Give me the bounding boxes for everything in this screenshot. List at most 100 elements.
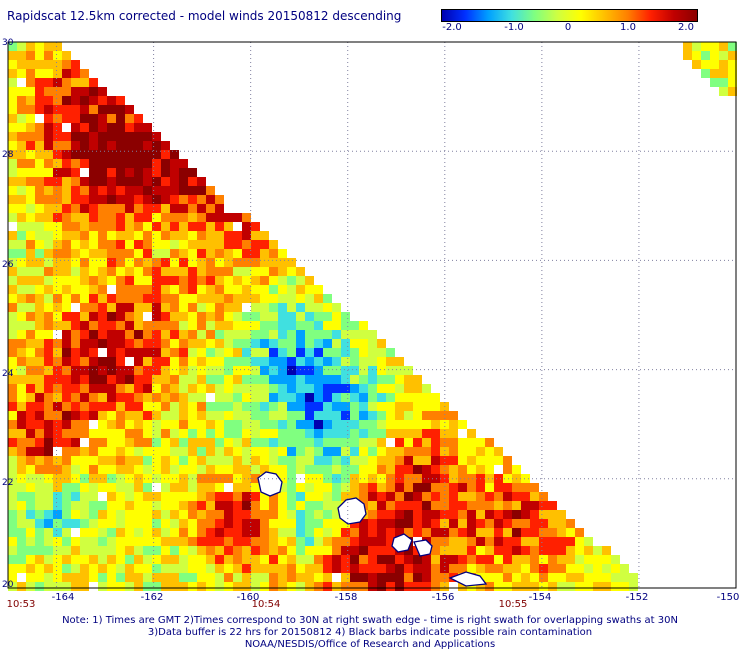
wind-difference-cell — [80, 465, 89, 474]
wind-difference-cell — [17, 132, 26, 141]
wind-difference-cell — [125, 105, 134, 114]
wind-difference-cell — [161, 321, 170, 330]
wind-difference-cell — [152, 195, 161, 204]
wind-difference-cell — [89, 339, 98, 348]
wind-difference-cell — [251, 357, 260, 366]
wind-difference-cell — [215, 303, 224, 312]
wind-difference-cell — [98, 483, 107, 492]
wind-difference-cell — [44, 177, 53, 186]
wind-difference-cell — [323, 573, 332, 582]
wind-difference-cell — [521, 573, 530, 582]
wind-difference-cell — [44, 195, 53, 204]
wind-difference-cell — [467, 546, 476, 555]
wind-difference-cell — [197, 456, 206, 465]
wind-difference-cell — [323, 528, 332, 537]
wind-difference-cell — [188, 384, 197, 393]
wind-difference-cell — [107, 141, 116, 150]
wind-difference-cell — [179, 267, 188, 276]
wind-difference-cell — [107, 258, 116, 267]
wind-difference-cell — [134, 267, 143, 276]
wind-difference-cell — [251, 438, 260, 447]
wind-difference-cell — [341, 375, 350, 384]
wind-difference-cell — [125, 447, 134, 456]
wind-difference-cell — [17, 168, 26, 177]
wind-difference-cell — [8, 393, 17, 402]
wind-difference-cell — [278, 357, 287, 366]
wind-difference-cell — [269, 420, 278, 429]
wind-difference-cell — [323, 312, 332, 321]
wind-difference-cell — [368, 564, 377, 573]
wind-difference-cell — [467, 438, 476, 447]
wind-difference-cell — [71, 582, 80, 591]
wind-difference-cell — [386, 420, 395, 429]
wind-difference-cell — [107, 366, 116, 375]
wind-difference-cell — [35, 177, 44, 186]
wind-difference-cell — [395, 411, 404, 420]
wind-difference-cell — [62, 537, 71, 546]
wind-difference-cell — [458, 537, 467, 546]
wind-difference-cell — [80, 78, 89, 87]
wind-difference-cell — [62, 321, 71, 330]
wind-difference-cell — [332, 501, 341, 510]
wind-difference-cell — [215, 384, 224, 393]
wind-difference-cell — [98, 429, 107, 438]
wind-difference-cell — [332, 537, 341, 546]
wind-difference-cell — [296, 546, 305, 555]
wind-difference-cell — [98, 474, 107, 483]
wind-difference-cell — [260, 240, 269, 249]
wind-difference-cell — [8, 537, 17, 546]
wind-difference-cell — [17, 366, 26, 375]
wind-difference-cell — [521, 537, 530, 546]
wind-difference-cell — [503, 465, 512, 474]
wind-difference-cell — [80, 537, 89, 546]
wind-difference-cell — [53, 402, 62, 411]
wind-difference-cell — [224, 411, 233, 420]
wind-difference-cell — [242, 528, 251, 537]
wind-difference-cell — [152, 546, 161, 555]
wind-difference-cell — [251, 249, 260, 258]
wind-difference-cell — [242, 573, 251, 582]
wind-difference-cell — [125, 420, 134, 429]
wind-difference-cell — [359, 456, 368, 465]
wind-difference-cell — [260, 357, 269, 366]
wind-difference-cell — [251, 339, 260, 348]
wind-difference-cell — [575, 582, 584, 591]
wind-difference-cell — [80, 240, 89, 249]
wind-difference-cell — [458, 564, 467, 573]
wind-difference-cell — [269, 249, 278, 258]
wind-difference-cell — [278, 465, 287, 474]
wind-difference-cell — [224, 537, 233, 546]
wind-difference-cell — [89, 348, 98, 357]
wind-difference-cell — [35, 51, 44, 60]
wind-difference-cell — [107, 528, 116, 537]
wind-difference-cell — [458, 447, 467, 456]
wind-difference-cell — [152, 339, 161, 348]
wind-difference-cell — [179, 537, 188, 546]
wind-difference-cell — [431, 483, 440, 492]
wind-difference-cell — [449, 465, 458, 474]
wind-difference-cell — [395, 573, 404, 582]
wind-difference-cell — [8, 267, 17, 276]
wind-difference-cell — [206, 249, 215, 258]
wind-difference-cell — [35, 285, 44, 294]
wind-difference-cell — [413, 465, 422, 474]
wind-difference-cell — [440, 537, 449, 546]
wind-difference-cell — [368, 447, 377, 456]
wind-difference-cell — [179, 339, 188, 348]
wind-difference-cell — [71, 366, 80, 375]
wind-difference-cell — [188, 186, 197, 195]
wind-difference-cell — [233, 537, 242, 546]
wind-difference-cell — [260, 492, 269, 501]
wind-difference-cell — [575, 537, 584, 546]
wind-difference-cell — [62, 258, 71, 267]
wind-difference-cell — [170, 186, 179, 195]
wind-difference-cell — [98, 501, 107, 510]
wind-difference-cell — [98, 105, 107, 114]
wind-difference-cell — [107, 420, 116, 429]
wind-difference-cell — [296, 573, 305, 582]
wind-difference-cell — [62, 510, 71, 519]
wind-difference-cell — [116, 465, 125, 474]
wind-difference-cell — [206, 195, 215, 204]
wind-difference-cell — [152, 357, 161, 366]
wind-difference-cell — [422, 411, 431, 420]
